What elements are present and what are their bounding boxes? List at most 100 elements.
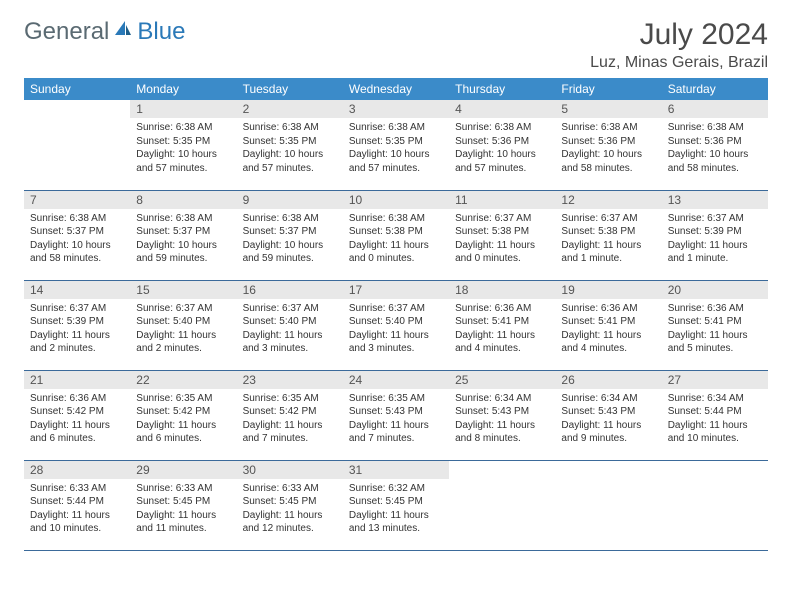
calendar-cell: 16Sunrise: 6:37 AMSunset: 5:40 PMDayligh… <box>237 280 343 370</box>
day-number: 25 <box>449 371 555 389</box>
day-number: 30 <box>237 461 343 479</box>
day-number: 14 <box>24 281 130 299</box>
day-number: 24 <box>343 371 449 389</box>
day-number: 13 <box>662 191 768 209</box>
day-details: Sunrise: 6:36 AMSunset: 5:42 PMDaylight:… <box>24 389 130 451</box>
calendar-cell: 17Sunrise: 6:37 AMSunset: 5:40 PMDayligh… <box>343 280 449 370</box>
day-details: Sunrise: 6:35 AMSunset: 5:42 PMDaylight:… <box>237 389 343 451</box>
day-number: 23 <box>237 371 343 389</box>
day-details: Sunrise: 6:35 AMSunset: 5:42 PMDaylight:… <box>130 389 236 451</box>
day-details: Sunrise: 6:33 AMSunset: 5:45 PMDaylight:… <box>130 479 236 541</box>
calendar-cell-empty <box>24 100 130 190</box>
page-header: General Blue July 2024 Luz, Minas Gerais… <box>24 18 768 72</box>
day-details: Sunrise: 6:37 AMSunset: 5:39 PMDaylight:… <box>24 299 130 361</box>
calendar-cell-empty <box>662 460 768 550</box>
calendar-cell: 27Sunrise: 6:34 AMSunset: 5:44 PMDayligh… <box>662 370 768 460</box>
brand-logo: General Blue <box>24 18 185 46</box>
day-number: 7 <box>24 191 130 209</box>
calendar-table: SundayMondayTuesdayWednesdayThursdayFrid… <box>24 78 768 551</box>
day-details: Sunrise: 6:36 AMSunset: 5:41 PMDaylight:… <box>555 299 661 361</box>
day-details: Sunrise: 6:33 AMSunset: 5:45 PMDaylight:… <box>237 479 343 541</box>
calendar-cell: 8Sunrise: 6:38 AMSunset: 5:37 PMDaylight… <box>130 190 236 280</box>
day-number: 4 <box>449 100 555 118</box>
weekday-header: Thursday <box>449 78 555 100</box>
calendar-body: 1Sunrise: 6:38 AMSunset: 5:35 PMDaylight… <box>24 100 768 550</box>
day-details: Sunrise: 6:36 AMSunset: 5:41 PMDaylight:… <box>449 299 555 361</box>
day-number: 20 <box>662 281 768 299</box>
brand-part1: General <box>24 18 109 46</box>
day-details: Sunrise: 6:34 AMSunset: 5:43 PMDaylight:… <box>555 389 661 451</box>
calendar-cell: 21Sunrise: 6:36 AMSunset: 5:42 PMDayligh… <box>24 370 130 460</box>
calendar-cell: 13Sunrise: 6:37 AMSunset: 5:39 PMDayligh… <box>662 190 768 280</box>
weekday-header: Friday <box>555 78 661 100</box>
calendar-row: 28Sunrise: 6:33 AMSunset: 5:44 PMDayligh… <box>24 460 768 550</box>
day-number: 27 <box>662 371 768 389</box>
day-number: 10 <box>343 191 449 209</box>
day-details: Sunrise: 6:34 AMSunset: 5:44 PMDaylight:… <box>662 389 768 451</box>
day-number-empty <box>555 461 661 479</box>
calendar-cell: 29Sunrise: 6:33 AMSunset: 5:45 PMDayligh… <box>130 460 236 550</box>
calendar-cell-empty <box>555 460 661 550</box>
day-details: Sunrise: 6:38 AMSunset: 5:37 PMDaylight:… <box>130 209 236 271</box>
day-number: 31 <box>343 461 449 479</box>
day-number: 19 <box>555 281 661 299</box>
day-details: Sunrise: 6:34 AMSunset: 5:43 PMDaylight:… <box>449 389 555 451</box>
calendar-cell: 22Sunrise: 6:35 AMSunset: 5:42 PMDayligh… <box>130 370 236 460</box>
day-details: Sunrise: 6:38 AMSunset: 5:35 PMDaylight:… <box>130 118 236 180</box>
day-number: 18 <box>449 281 555 299</box>
day-number: 28 <box>24 461 130 479</box>
calendar-cell: 11Sunrise: 6:37 AMSunset: 5:38 PMDayligh… <box>449 190 555 280</box>
calendar-cell: 20Sunrise: 6:36 AMSunset: 5:41 PMDayligh… <box>662 280 768 370</box>
calendar-row: 7Sunrise: 6:38 AMSunset: 5:37 PMDaylight… <box>24 190 768 280</box>
day-number-empty <box>449 461 555 479</box>
weekday-header-row: SundayMondayTuesdayWednesdayThursdayFrid… <box>24 78 768 100</box>
calendar-cell: 28Sunrise: 6:33 AMSunset: 5:44 PMDayligh… <box>24 460 130 550</box>
day-details: Sunrise: 6:37 AMSunset: 5:38 PMDaylight:… <box>555 209 661 271</box>
weekday-header: Monday <box>130 78 236 100</box>
day-details: Sunrise: 6:38 AMSunset: 5:36 PMDaylight:… <box>555 118 661 180</box>
day-details: Sunrise: 6:33 AMSunset: 5:44 PMDaylight:… <box>24 479 130 541</box>
day-details: Sunrise: 6:38 AMSunset: 5:37 PMDaylight:… <box>24 209 130 271</box>
day-number: 11 <box>449 191 555 209</box>
calendar-cell: 14Sunrise: 6:37 AMSunset: 5:39 PMDayligh… <box>24 280 130 370</box>
calendar-cell-empty <box>449 460 555 550</box>
calendar-cell: 23Sunrise: 6:35 AMSunset: 5:42 PMDayligh… <box>237 370 343 460</box>
day-details: Sunrise: 6:37 AMSunset: 5:39 PMDaylight:… <box>662 209 768 271</box>
calendar-cell: 15Sunrise: 6:37 AMSunset: 5:40 PMDayligh… <box>130 280 236 370</box>
day-details: Sunrise: 6:37 AMSunset: 5:40 PMDaylight:… <box>130 299 236 361</box>
calendar-cell: 7Sunrise: 6:38 AMSunset: 5:37 PMDaylight… <box>24 190 130 280</box>
day-number: 12 <box>555 191 661 209</box>
day-details: Sunrise: 6:38 AMSunset: 5:36 PMDaylight:… <box>662 118 768 180</box>
day-number: 6 <box>662 100 768 118</box>
calendar-cell: 24Sunrise: 6:35 AMSunset: 5:43 PMDayligh… <box>343 370 449 460</box>
day-number-empty <box>24 100 130 118</box>
month-title: July 2024 <box>590 18 768 52</box>
day-number: 8 <box>130 191 236 209</box>
day-details: Sunrise: 6:32 AMSunset: 5:45 PMDaylight:… <box>343 479 449 541</box>
day-number: 26 <box>555 371 661 389</box>
weekday-header: Saturday <box>662 78 768 100</box>
calendar-cell: 19Sunrise: 6:36 AMSunset: 5:41 PMDayligh… <box>555 280 661 370</box>
day-number: 29 <box>130 461 236 479</box>
day-number: 1 <box>130 100 236 118</box>
calendar-cell: 26Sunrise: 6:34 AMSunset: 5:43 PMDayligh… <box>555 370 661 460</box>
calendar-cell: 6Sunrise: 6:38 AMSunset: 5:36 PMDaylight… <box>662 100 768 190</box>
calendar-cell: 4Sunrise: 6:38 AMSunset: 5:36 PMDaylight… <box>449 100 555 190</box>
calendar-cell: 10Sunrise: 6:38 AMSunset: 5:38 PMDayligh… <box>343 190 449 280</box>
weekday-header: Wednesday <box>343 78 449 100</box>
calendar-row: 1Sunrise: 6:38 AMSunset: 5:35 PMDaylight… <box>24 100 768 190</box>
day-details: Sunrise: 6:38 AMSunset: 5:37 PMDaylight:… <box>237 209 343 271</box>
day-number-empty <box>662 461 768 479</box>
day-number: 21 <box>24 371 130 389</box>
day-details: Sunrise: 6:38 AMSunset: 5:36 PMDaylight:… <box>449 118 555 180</box>
day-number: 3 <box>343 100 449 118</box>
calendar-cell: 25Sunrise: 6:34 AMSunset: 5:43 PMDayligh… <box>449 370 555 460</box>
day-details: Sunrise: 6:37 AMSunset: 5:40 PMDaylight:… <box>343 299 449 361</box>
day-number: 22 <box>130 371 236 389</box>
day-details: Sunrise: 6:37 AMSunset: 5:40 PMDaylight:… <box>237 299 343 361</box>
location-text: Luz, Minas Gerais, Brazil <box>590 54 768 72</box>
day-number: 5 <box>555 100 661 118</box>
day-number: 2 <box>237 100 343 118</box>
day-details: Sunrise: 6:38 AMSunset: 5:35 PMDaylight:… <box>343 118 449 180</box>
day-details: Sunrise: 6:38 AMSunset: 5:35 PMDaylight:… <box>237 118 343 180</box>
